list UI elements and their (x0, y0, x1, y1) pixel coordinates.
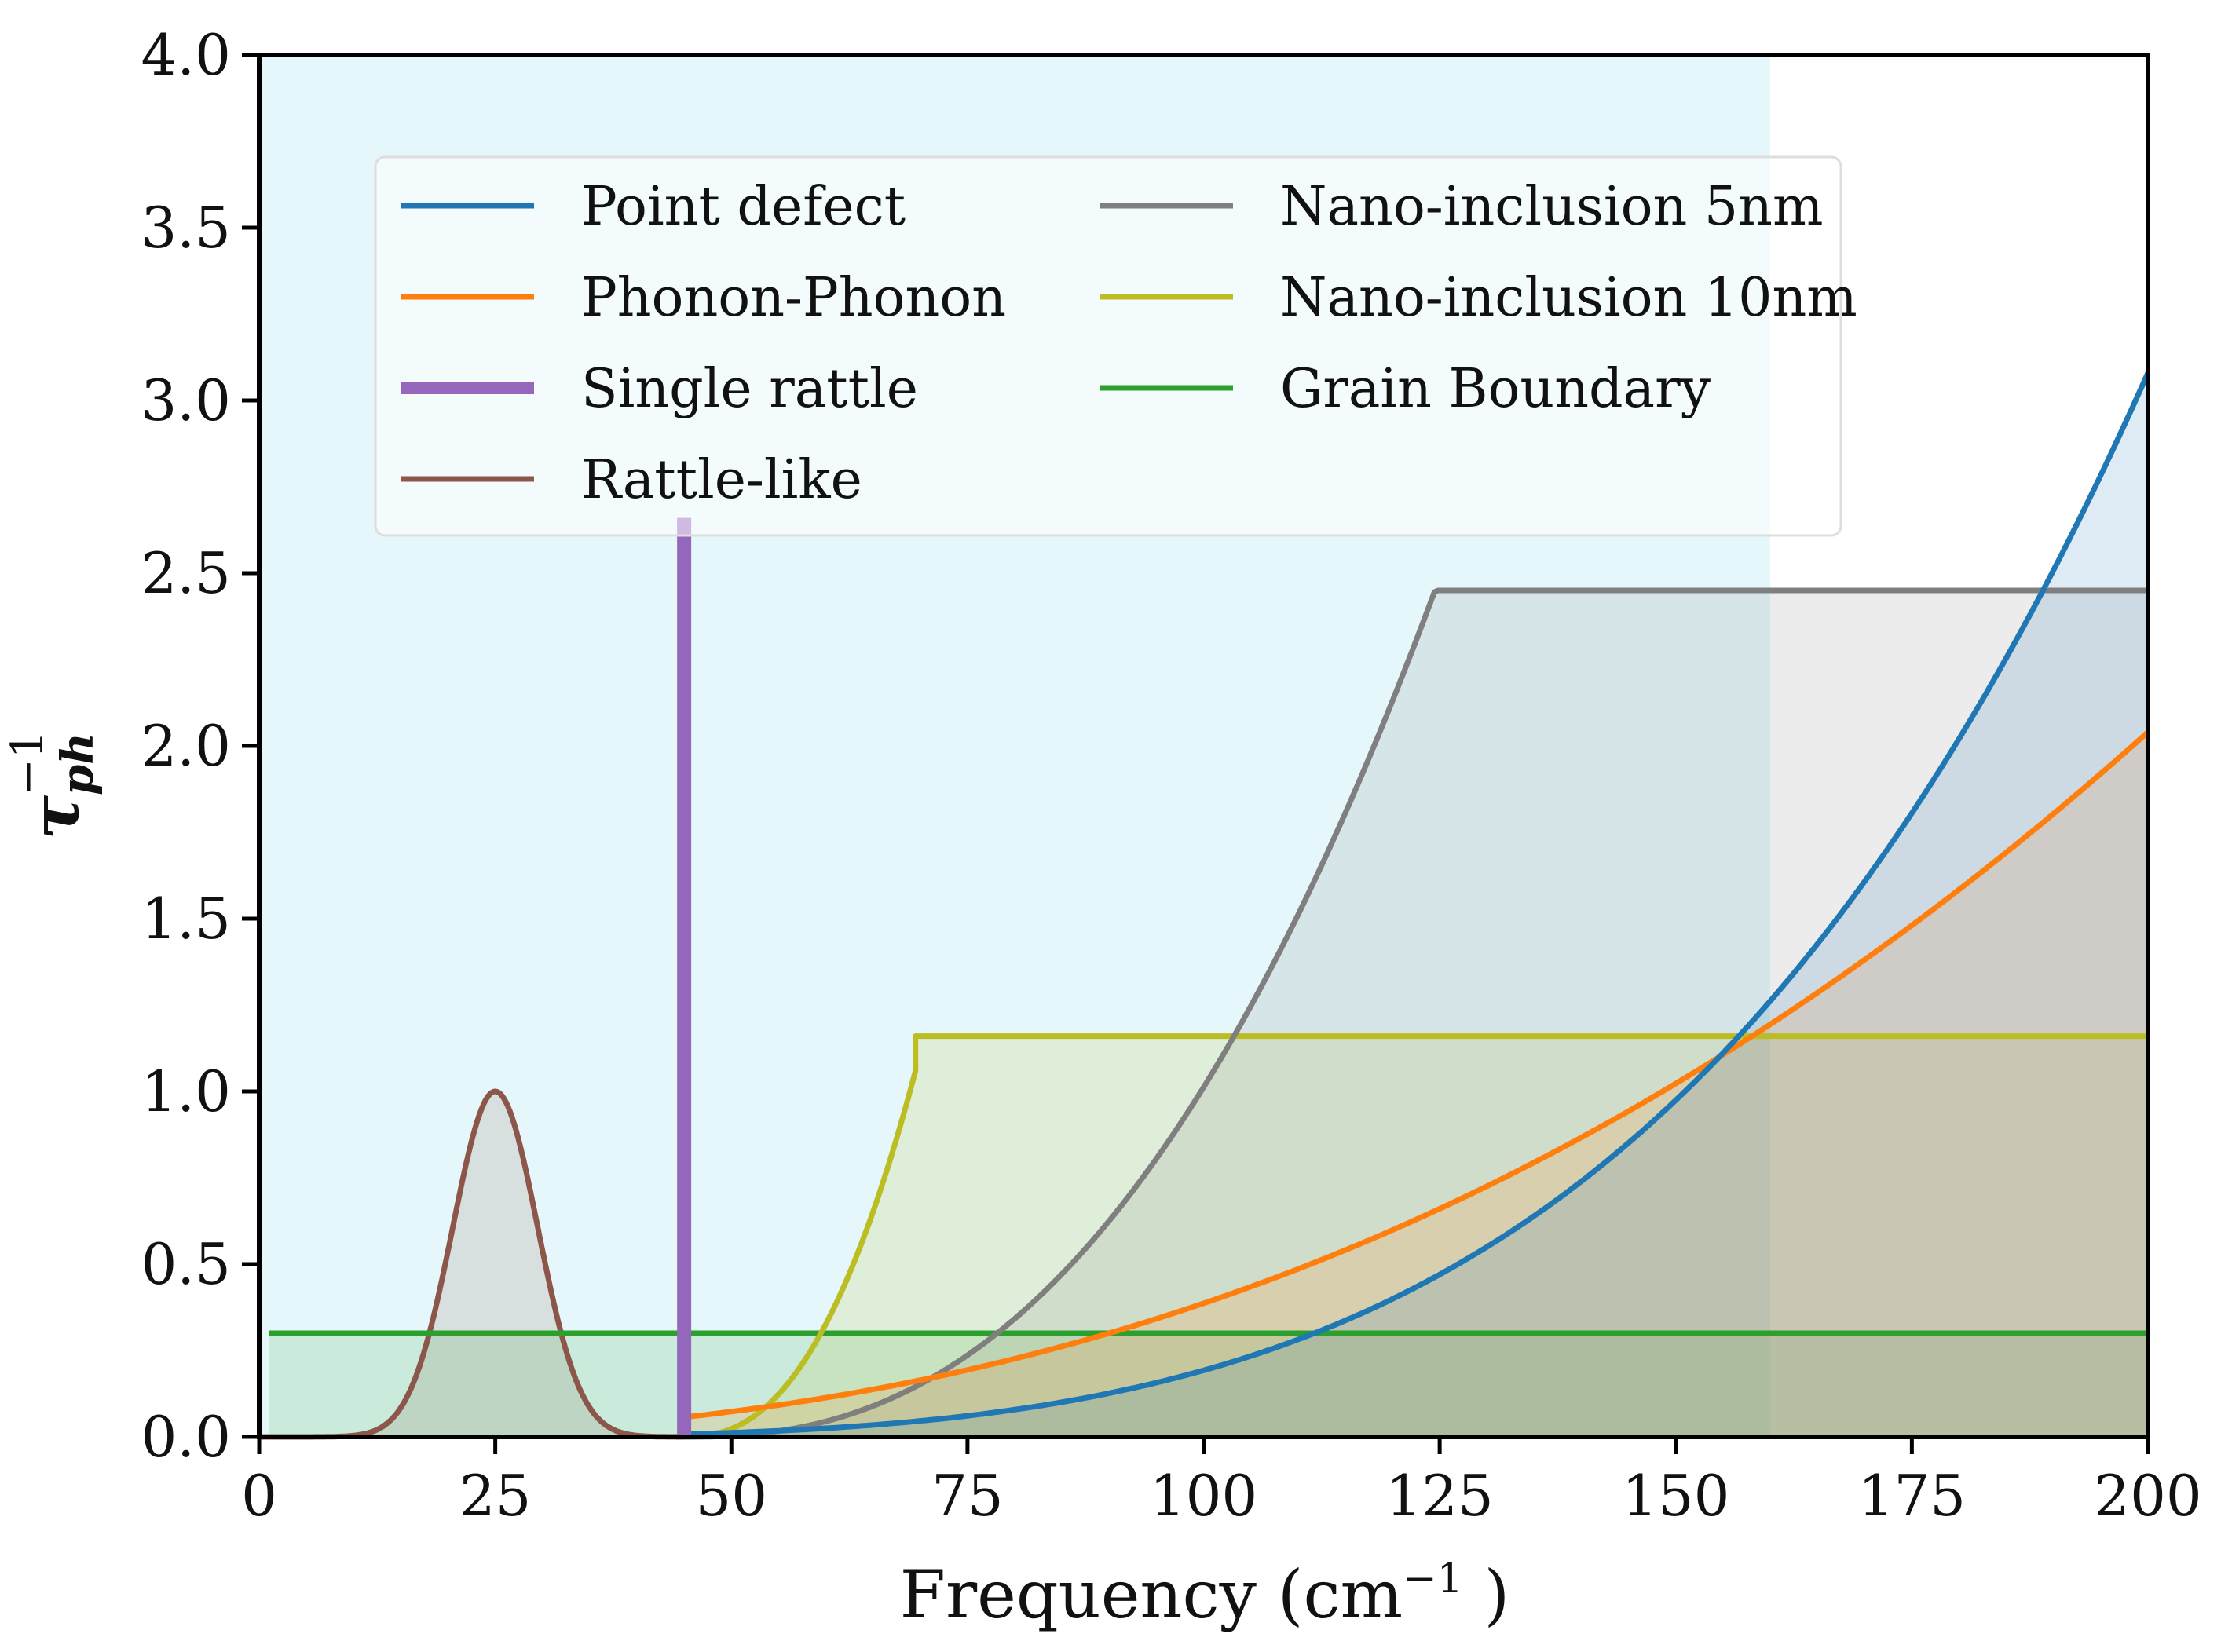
y-tick-label: 3.5 (141, 195, 231, 261)
series-nano-inclusion-10nm (684, 1033, 2148, 1440)
fill-rattle-like (259, 1091, 685, 1437)
legend-box (374, 155, 1842, 537)
x-tick-label: 0 (241, 1463, 277, 1529)
y-tick-label: 0.5 (141, 1231, 231, 1297)
legend-label-phonon-phonon: Phonon-Phonon (581, 267, 1006, 329)
svg-text:τph−1: τph−1 (2, 731, 104, 840)
x-tick-label: 125 (1385, 1463, 1493, 1529)
x-tick-label: 50 (695, 1463, 767, 1529)
legend-label-nano-inclusion-5nm: Nano-inclusion 5nm (1280, 176, 1823, 238)
legend-label-grain-boundary: Grain Boundary (1280, 358, 1711, 420)
x-tick-label: 25 (459, 1463, 532, 1529)
y-tick-label: 2.5 (141, 540, 231, 606)
series-point-defect (684, 371, 2151, 1437)
x-axis-title: Frequency (cm−1 ) (900, 1555, 1510, 1633)
y-axis-title: τph−1 (2, 731, 104, 840)
fill-phonon-phonon (684, 732, 2148, 1437)
y-tick-label: 2.0 (141, 713, 231, 779)
fill-nano-inclusion-10nm (684, 1036, 2148, 1437)
y-tick-label: 4.0 (141, 22, 231, 88)
y-tick-label: 0.0 (141, 1404, 231, 1470)
fill-nano-inclusion-5nm (684, 590, 2148, 1437)
legend-label-point-defect: Point defect (581, 176, 906, 238)
y-tick-label: 3.0 (141, 367, 231, 433)
legend: Point defect Phonon-Phonon Single rattle Ra… (374, 155, 1857, 537)
legend-label-nano-inclusion-10nm: Nano-inclusion 10nm (1280, 267, 1857, 329)
x-tick-label: 175 (1858, 1463, 1966, 1529)
x-tick-label: 100 (1150, 1463, 1257, 1529)
legend-label-rattle-like: Rattle-like (581, 449, 862, 511)
x-tick-label: 200 (2094, 1463, 2201, 1529)
fill-point-defect (684, 372, 2148, 1437)
legend-label-single-rattle: Single rattle (581, 358, 918, 420)
y-tick-label: 1.0 (141, 1058, 231, 1124)
x-tick-label: 150 (1622, 1463, 1729, 1529)
y-tick-label: 1.5 (141, 886, 231, 952)
series-phonon-phonon (683, 729, 2150, 1420)
x-tick-label: 75 (931, 1463, 1004, 1529)
